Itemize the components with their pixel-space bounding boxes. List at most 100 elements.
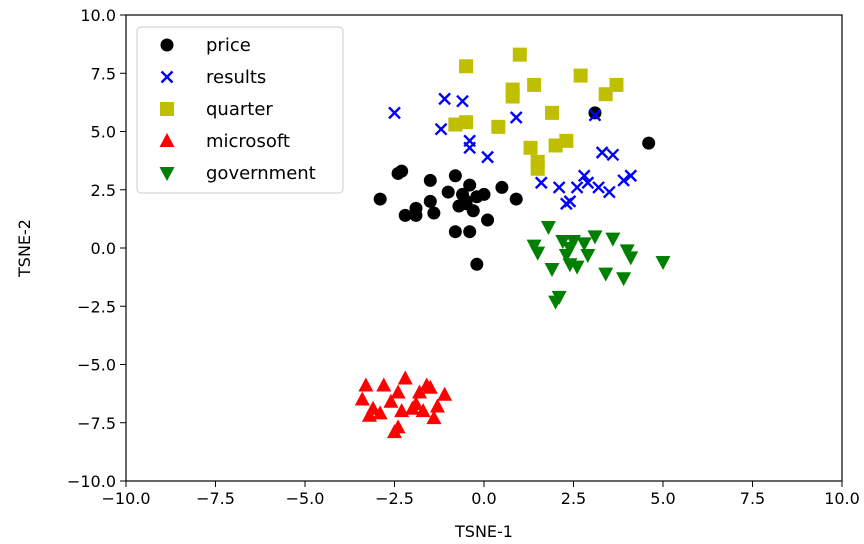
data-point xyxy=(477,187,491,201)
data-point xyxy=(423,194,437,208)
data-point xyxy=(595,146,609,159)
data-point xyxy=(383,393,399,408)
y-tick-label: 2.5 xyxy=(91,181,116,200)
data-point xyxy=(448,169,462,183)
legend-marker xyxy=(159,167,175,181)
legend-label: government xyxy=(206,163,316,184)
data-point xyxy=(412,384,428,399)
data-point xyxy=(459,194,473,208)
legend: price results quarter microsoft government xyxy=(136,26,344,194)
data-point xyxy=(530,246,546,261)
data-point xyxy=(563,195,577,208)
x-axis-label: TSNE-1 xyxy=(454,522,513,541)
data-point xyxy=(623,251,639,266)
data-point xyxy=(605,232,621,247)
data-point xyxy=(415,403,431,418)
data-point xyxy=(580,248,596,263)
legend-marker xyxy=(160,102,174,116)
data-point xyxy=(655,255,671,270)
data-point xyxy=(441,185,455,199)
y-tick-label: 0.0 xyxy=(91,239,116,258)
legend-label: microsoft xyxy=(206,131,290,152)
data-point xyxy=(527,77,542,92)
data-point xyxy=(358,377,374,392)
data-point xyxy=(409,208,423,222)
x-tick-label: −7.5 xyxy=(196,489,235,508)
x-tick-label: −5.0 xyxy=(286,489,325,508)
data-point xyxy=(598,267,614,282)
data-point xyxy=(588,108,602,122)
data-point xyxy=(587,230,603,245)
data-point xyxy=(390,419,406,434)
legend-marker xyxy=(160,70,174,84)
data-point xyxy=(459,115,474,130)
data-point xyxy=(495,180,509,194)
data-point xyxy=(463,141,477,155)
data-point xyxy=(559,133,574,148)
data-point xyxy=(448,117,463,132)
data-point xyxy=(581,176,595,190)
legend-marker xyxy=(160,38,174,52)
data-point xyxy=(616,272,632,287)
data-point xyxy=(427,206,441,220)
y-tick-label: −7.5 xyxy=(77,414,116,433)
data-point xyxy=(429,398,445,413)
data-point xyxy=(397,370,413,385)
data-point xyxy=(602,185,616,199)
y-axis-label: TSNE-2 xyxy=(15,219,34,278)
legend-marker xyxy=(159,133,175,147)
y-axis-ticks: −10.0 −7.5 −5.0 −2.5 0.0 2.5 5.0 7.5 10.0 xyxy=(67,6,126,491)
data-point xyxy=(540,221,556,236)
data-point xyxy=(548,295,564,310)
data-point xyxy=(354,391,370,406)
data-point xyxy=(544,262,560,277)
data-point xyxy=(470,257,484,271)
legend-label: price xyxy=(206,35,251,56)
data-point xyxy=(373,192,387,206)
data-point xyxy=(423,173,437,187)
data-point xyxy=(512,47,527,62)
data-point xyxy=(573,68,588,83)
data-point xyxy=(617,174,630,187)
x-tick-label: 7.5 xyxy=(740,489,765,508)
data-point xyxy=(466,204,480,218)
data-point xyxy=(530,161,545,176)
data-point xyxy=(491,119,506,134)
data-point xyxy=(481,213,495,227)
data-point xyxy=(588,106,602,120)
y-tick-label: −2.5 xyxy=(77,297,116,316)
data-point xyxy=(404,400,420,415)
x-tick-label: 5.0 xyxy=(650,489,675,508)
data-point xyxy=(426,410,442,425)
legend-label: results xyxy=(206,67,266,88)
data-marks xyxy=(354,47,671,439)
data-point xyxy=(642,136,656,150)
data-point xyxy=(576,237,592,252)
data-point xyxy=(481,150,494,164)
data-point xyxy=(558,248,574,263)
data-point xyxy=(569,260,585,275)
data-point xyxy=(509,192,523,206)
data-point xyxy=(438,92,451,106)
data-point xyxy=(505,89,520,104)
data-point xyxy=(523,140,538,155)
legend-label: quarter xyxy=(206,99,273,120)
y-tick-label: 7.5 xyxy=(91,64,116,83)
x-tick-label: −10.0 xyxy=(101,489,150,508)
data-point xyxy=(592,181,605,194)
data-point xyxy=(598,87,613,102)
y-tick-label: 10.0 xyxy=(80,6,116,25)
data-point xyxy=(570,181,584,194)
data-point xyxy=(456,94,469,108)
x-axis-ticks: −10.0 −7.5 −5.0 −2.5 0.0 2.5 5.0 7.5 10.0 xyxy=(101,481,860,508)
y-tick-label: 5.0 xyxy=(91,123,116,142)
data-point xyxy=(422,379,438,394)
data-point xyxy=(459,59,474,74)
data-point xyxy=(552,181,566,194)
data-point xyxy=(577,169,591,183)
data-point xyxy=(398,208,412,222)
data-point xyxy=(606,148,620,162)
data-point xyxy=(376,377,392,392)
legend-box xyxy=(136,26,344,194)
data-point xyxy=(391,166,405,180)
